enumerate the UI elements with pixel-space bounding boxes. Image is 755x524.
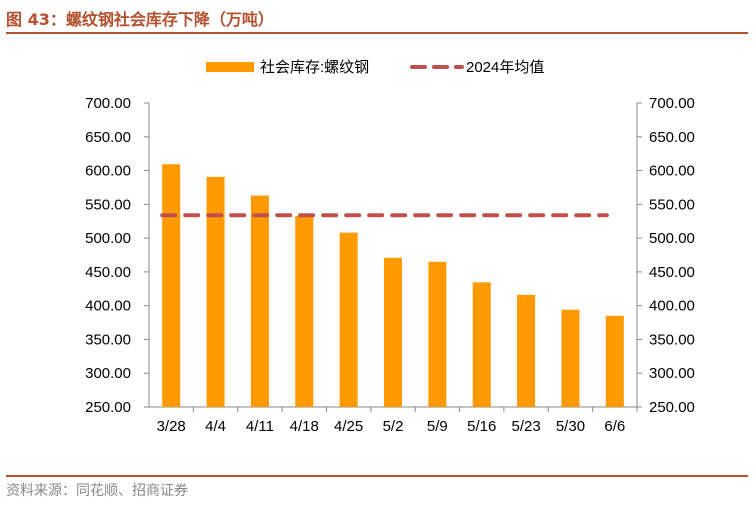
y-tick-label-right: 600.00 [649,163,695,180]
legend-label-line: 2024年均值 [466,59,544,76]
x-tick-label: 5/16 [467,418,496,435]
x-tick-label: 5/23 [511,418,540,435]
title-divider [6,32,748,34]
bar-5/9 [428,261,447,407]
y-tick-label-right: 300.00 [649,365,695,382]
bar-5/23 [517,294,536,407]
y-tick-label-left: 300.00 [85,365,131,382]
x-tick-label: 5/9 [427,418,448,435]
x-tick-label: 3/28 [157,418,186,435]
y-tick-label-right: 500.00 [649,230,695,247]
legend-swatch-bar [206,62,254,72]
y-tick-label-left: 400.00 [85,298,131,315]
y-tick-label-left: 450.00 [85,264,131,281]
y-tick-label-right: 700.00 [649,95,695,112]
y-tick-label-left: 250.00 [85,399,131,416]
y-tick-label-left: 500.00 [85,230,131,247]
x-tick-label: 5/2 [383,418,404,435]
source-note: 资料来源：同花顺、招商证券 [6,483,188,499]
y-tick-label-right: 250.00 [649,399,695,416]
bar-5/30 [561,309,580,407]
y-tick-label-left: 350.00 [85,331,131,348]
bar-4/4 [206,176,225,407]
x-tick-label: 5/30 [556,418,585,435]
x-tick-label: 4/4 [205,418,226,435]
y-tick-label-right: 450.00 [649,264,695,281]
y-tick-label-right: 350.00 [649,331,695,348]
y-tick-label-right: 400.00 [649,298,695,315]
figure-title: 图 43：螺纹钢社会库存下降（万吨） [6,10,274,29]
y-tick-label-left: 650.00 [85,129,131,146]
bar-6/6 [605,315,624,407]
x-tick-label: 4/11 [246,418,274,435]
legend-label-bar: 社会库存:螺纹钢 [260,59,369,76]
bar-4/25 [339,232,358,407]
y-tick-label-left: 550.00 [85,196,131,213]
x-tick-label: 6/6 [604,418,625,435]
x-tick-label: 4/18 [290,418,319,435]
y-tick-label-right: 550.00 [649,196,695,213]
bar-5/16 [472,282,491,407]
bar-5/2 [384,257,402,407]
y-tick-label-right: 650.00 [649,129,695,146]
bar-3/28 [162,164,181,407]
x-tick-label: 4/25 [334,418,363,435]
y-tick-label-left: 700.00 [85,95,131,112]
y-tick-label-left: 600.00 [85,163,131,180]
bar-4/18 [295,215,314,407]
source-divider [6,475,748,477]
bar-4/11 [250,195,269,407]
